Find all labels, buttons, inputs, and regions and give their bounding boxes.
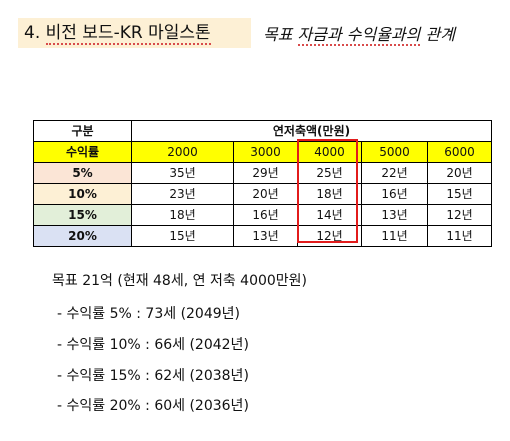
table-row: 15% 18년 16년 14년 13년 12년 bbox=[33, 204, 493, 226]
years-cell: 12년 bbox=[297, 225, 362, 247]
summary-heading: 목표 21억 (현재 48세, 연 저축 4000만원) bbox=[52, 273, 308, 289]
table-row: 5% 35년 29년 25년 22년 20년 bbox=[33, 162, 493, 184]
summary-line: - 수익률 10% : 66세 (2042년) bbox=[57, 337, 249, 353]
summary-line: - 수익률 5% : 73세 (2049년) bbox=[57, 306, 240, 322]
summary-line: - 수익률 15% : 62세 (2038년) bbox=[57, 368, 249, 384]
rate-cell: 10% bbox=[33, 183, 132, 205]
table-header-row: 구분 연저축액(만원) bbox=[33, 120, 493, 142]
rate-header: 수익률 bbox=[33, 141, 132, 163]
years-cell: 18년 bbox=[131, 204, 234, 226]
summary-line: - 수익률 20% : 60세 (2036년) bbox=[57, 398, 249, 414]
amount-row: 수익률 2000 3000 4000 5000 6000 bbox=[33, 141, 493, 163]
table-row: 20% 15년 13년 12년 11년 11년 bbox=[33, 225, 493, 247]
amount-cell: 6000 bbox=[426, 141, 493, 163]
page-subtitle: 목표 자금과 수익율과의 관계 bbox=[263, 21, 455, 46]
years-cell: 16년 bbox=[361, 183, 428, 205]
years-cell: 11년 bbox=[426, 225, 493, 247]
amount-cell: 3000 bbox=[233, 141, 298, 163]
years-cell: 16년 bbox=[233, 204, 298, 226]
rate-cell: 15% bbox=[33, 204, 132, 226]
rate-cell: 5% bbox=[33, 162, 132, 184]
years-cell: 14년 bbox=[297, 204, 362, 226]
title-main: 비전 보드-KR 마일스톤 bbox=[45, 23, 211, 45]
years-cell: 18년 bbox=[297, 183, 362, 205]
savings-group-header: 연저축액(만원) bbox=[130, 120, 493, 142]
savings-table: 구분 연저축액(만원) 수익률 2000 3000 4000 5000 6000… bbox=[33, 120, 493, 247]
years-cell: 11년 bbox=[361, 225, 428, 247]
corner-header: 구분 bbox=[33, 120, 132, 142]
years-cell: 35년 bbox=[131, 162, 234, 184]
years-cell: 22년 bbox=[361, 162, 428, 184]
years-cell: 13년 bbox=[361, 204, 428, 226]
amount-cell: 4000 bbox=[297, 141, 362, 163]
subtitle-prefix: 목표 bbox=[263, 25, 298, 44]
subtitle-suffix: 관계 bbox=[420, 25, 455, 44]
amount-cell: 2000 bbox=[131, 141, 234, 163]
years-cell: 25년 bbox=[297, 162, 362, 184]
table-row: 10% 23년 20년 18년 16년 15년 bbox=[33, 183, 493, 205]
years-cell: 29년 bbox=[233, 162, 298, 184]
amount-cell: 5000 bbox=[361, 141, 428, 163]
years-cell: 12년 bbox=[426, 204, 493, 226]
rate-cell: 20% bbox=[33, 225, 132, 247]
title-background bbox=[18, 18, 251, 48]
years-cell: 20년 bbox=[426, 162, 493, 184]
years-cell: 13년 bbox=[233, 225, 298, 247]
years-cell: 23년 bbox=[131, 183, 234, 205]
title-number: 4. bbox=[24, 23, 46, 43]
years-cell: 15년 bbox=[131, 225, 234, 247]
years-cell: 20년 bbox=[233, 183, 298, 205]
page-title: 4. 비전 보드-KR 마일스톤 bbox=[24, 22, 211, 45]
subtitle-main: 자금과 수익율과의 bbox=[297, 25, 421, 46]
years-cell: 15년 bbox=[426, 183, 493, 205]
